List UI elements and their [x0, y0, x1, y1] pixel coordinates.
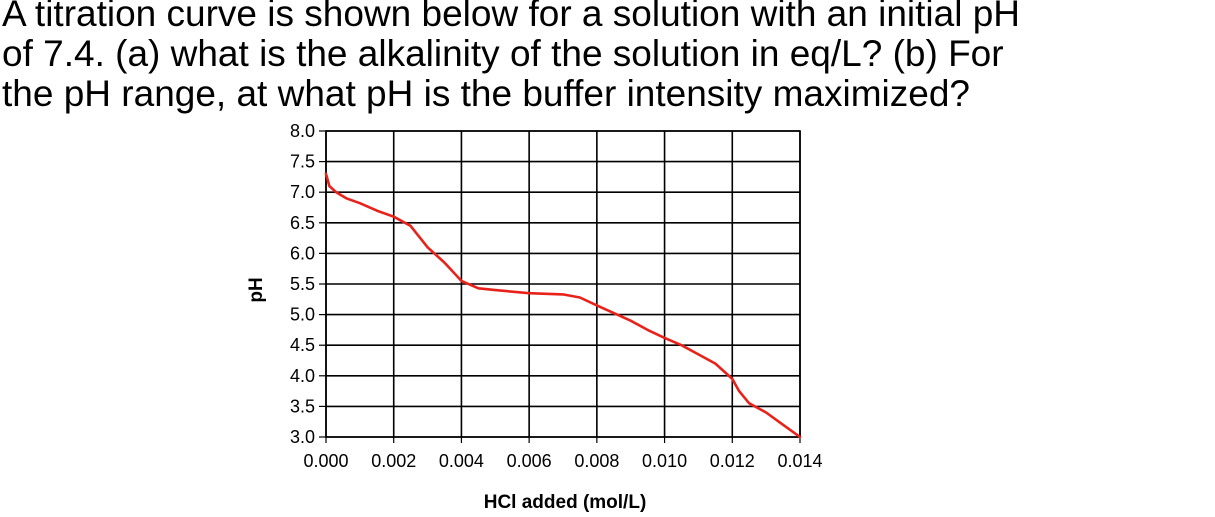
y-tick-label: 4.5 [290, 335, 315, 355]
x-tick-label: 0.000 [303, 451, 348, 471]
y-tick-label: 3.5 [290, 396, 315, 416]
plot-frame [325, 130, 801, 438]
x-tick-label: 0.008 [574, 451, 619, 471]
x-tick-label: 0.006 [507, 451, 552, 471]
question-line-3: the pH range, at what pH is the buffer i… [2, 73, 970, 114]
y-axis-title: pH [246, 277, 267, 302]
question-line-1: A titration curve is shown below for a s… [2, 0, 1021, 34]
x-tick-label: 0.002 [371, 451, 416, 471]
x-tick-label: 0.010 [642, 451, 687, 471]
y-tick-label: 5.0 [290, 305, 315, 325]
x-tick-label: 0.004 [439, 451, 484, 471]
axes [319, 130, 801, 443]
y-tick-label: 4.0 [290, 366, 315, 386]
y-tick-label: 3.0 [290, 427, 315, 447]
y-tick-label: 6.0 [290, 243, 315, 263]
y-tick-label: 7.0 [290, 182, 315, 202]
series-line-0 [324, 172, 802, 439]
series [324, 172, 802, 439]
x-tick-label: 0.014 [777, 451, 822, 471]
grid-lines [325, 130, 801, 438]
x-axis-title: HCl added (mol/L) [484, 492, 647, 513]
question-text: A titration curve is shown below for a s… [2, 0, 1202, 114]
question-line-2: of 7.4. (a) what is the alkalinity of th… [2, 33, 1004, 74]
y-tick-label: 8.0 [290, 121, 315, 141]
y-tick-label: 6.5 [290, 213, 315, 233]
y-tick-label: 5.5 [290, 274, 315, 294]
x-tick-label: 0.012 [710, 451, 755, 471]
y-tick-label: 7.5 [290, 152, 315, 172]
tick-labels: 8.0 7.5 7.0 6.5 6.0 5.5 5.0 4.5 4.0 3.5 3.0 0.000 0.… [290, 121, 823, 471]
